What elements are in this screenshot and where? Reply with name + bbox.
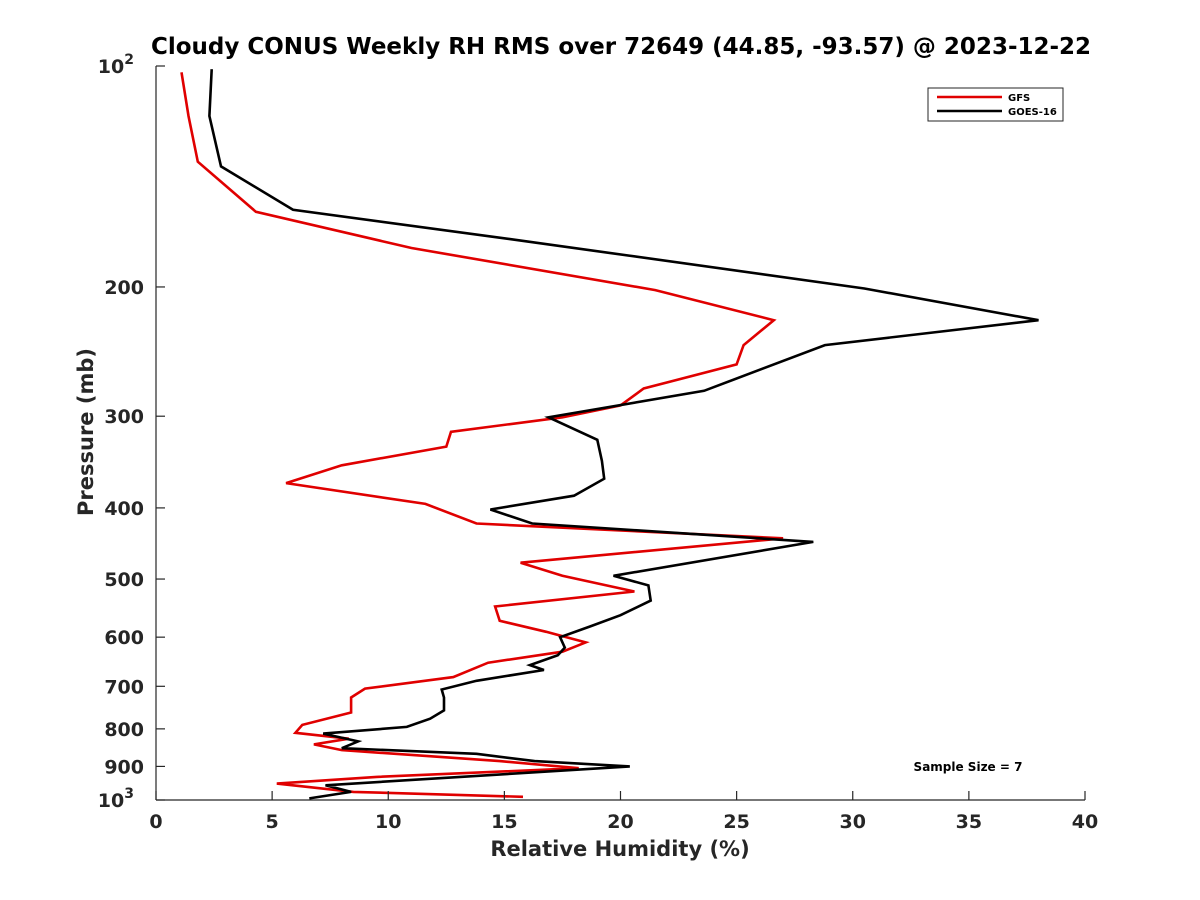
y-axis-title: Pressure (mb) [74, 348, 98, 516]
y-tick-label-7: 800 [104, 719, 144, 741]
sample-size-annotation: Sample Size = 7 [914, 760, 1023, 774]
y-tick-label-9: 103 [98, 786, 134, 812]
y-tick-label-1: 200 [104, 277, 144, 299]
y-tick-label-8: 900 [104, 756, 144, 778]
x-tick-label-0: 0 [149, 811, 162, 833]
legend: GFS GOES-16 [927, 87, 1064, 122]
legend-box [927, 87, 1064, 122]
legend-label-gfs: GFS [1008, 93, 1030, 104]
y-tick-label-6: 700 [104, 676, 144, 698]
y-tick-label-0: 102 [98, 52, 134, 78]
series-line-gfs [180, 72, 784, 799]
x-axis-ticks: 0 5 10 15 20 25 30 35 40 [149, 791, 1098, 833]
y-tick-label-3: 400 [104, 498, 144, 520]
legend-label-goes-16: GOES-16 [1008, 107, 1057, 118]
x-tick-label-8: 40 [1072, 811, 1098, 833]
y-tick-label-4: 500 [104, 569, 144, 591]
y-tick-label-2: 300 [104, 406, 144, 428]
x-tick-label-7: 35 [956, 811, 982, 833]
x-tick-label-4: 20 [607, 811, 633, 833]
x-tick-label-5: 25 [723, 811, 749, 833]
plot-area [156, 66, 1085, 800]
series-line-goes-16 [208, 69, 1039, 800]
x-tick-label-1: 5 [266, 811, 279, 833]
y-axis-ticks: 102 200 300 400 500 600 700 800 900 103 [98, 52, 165, 812]
series-layer [180, 69, 1039, 800]
y-tick-label-5: 600 [104, 627, 144, 649]
x-tick-label-3: 15 [491, 811, 517, 833]
x-axis-title: Relative Humidity (%) [490, 837, 749, 861]
chart-title: Cloudy CONUS Weekly RH RMS over 72649 (4… [151, 34, 1091, 60]
x-tick-label-6: 30 [840, 811, 866, 833]
x-tick-label-2: 10 [375, 811, 401, 833]
